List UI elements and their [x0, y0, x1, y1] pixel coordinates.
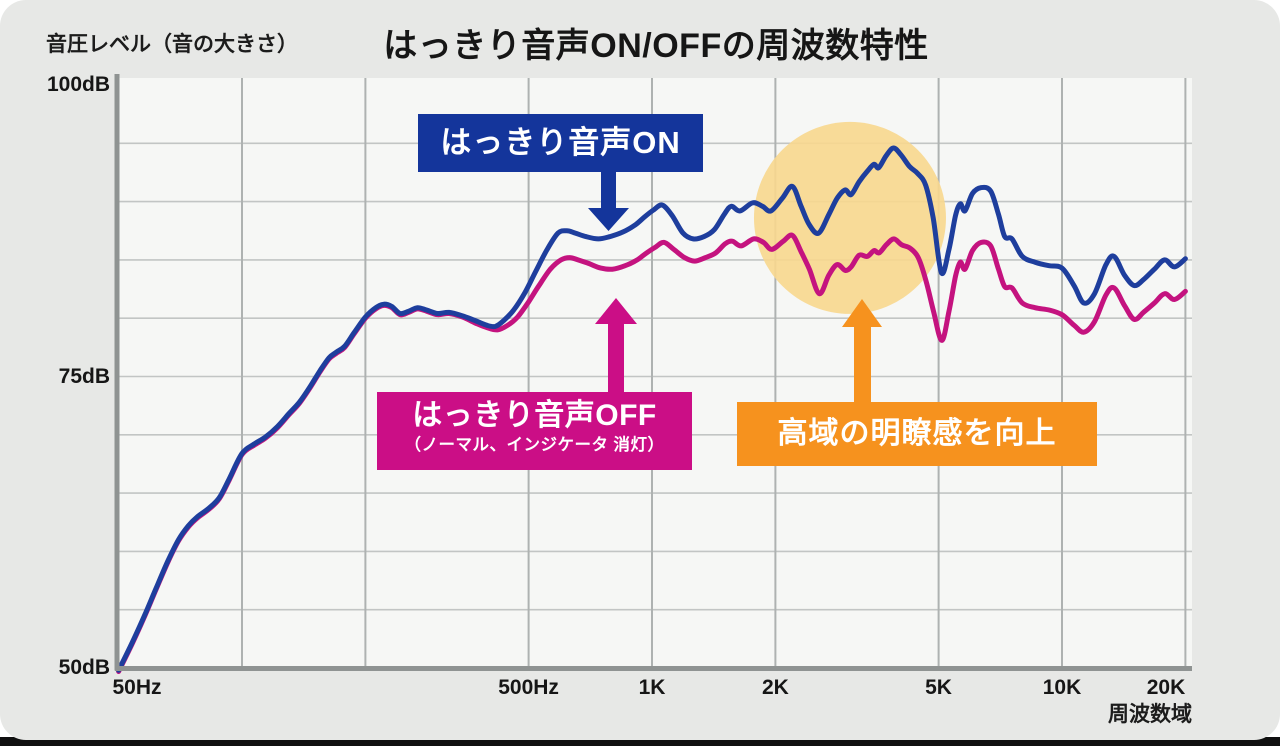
voice-off-arrow — [595, 298, 637, 393]
x-tick-label: 50Hz — [112, 676, 162, 699]
voice-off-sub-text: （ノーマル、インジケータ 消灯） — [404, 436, 665, 454]
x-tick-label: 500Hz — [498, 676, 559, 699]
x-axis-label: 周波数域 — [1108, 703, 1192, 726]
callout-voice-off-label: はっきり音声OFF （ノーマル、インジケータ 消灯） — [377, 392, 692, 470]
callout-voice-on-label: はっきり音声ON — [418, 114, 703, 172]
voice-on-curve — [116, 145, 1188, 673]
x-tick-label: 2K — [761, 676, 789, 699]
x-tick-label: 5K — [925, 676, 952, 699]
y-tick-label: 100dB — [46, 73, 110, 96]
y-tick-label: 75dB — [58, 364, 110, 388]
y-axis-label: 音圧レベル（音の大きさ） — [46, 33, 298, 56]
x-tick-label: 10K — [1042, 676, 1082, 699]
plot-area — [118, 78, 1192, 668]
chart-title: はっきり音声ON/OFFの周波数特性 — [383, 27, 929, 65]
voice-on-arrow — [588, 166, 629, 231]
bottom-black-bar — [0, 737, 1280, 746]
high-range-highlight-circle — [753, 121, 946, 314]
x-tick-label: 20K — [1146, 676, 1186, 699]
high-range-arrow — [842, 299, 882, 403]
callout-high-range-clarity-label: 高域の明瞭感を向上 — [737, 402, 1097, 466]
y-tick-label: 50dB — [58, 656, 110, 679]
voice-off-main-text: はっきり音声OFF — [412, 399, 657, 432]
x-tick-label: 1K — [638, 676, 666, 699]
